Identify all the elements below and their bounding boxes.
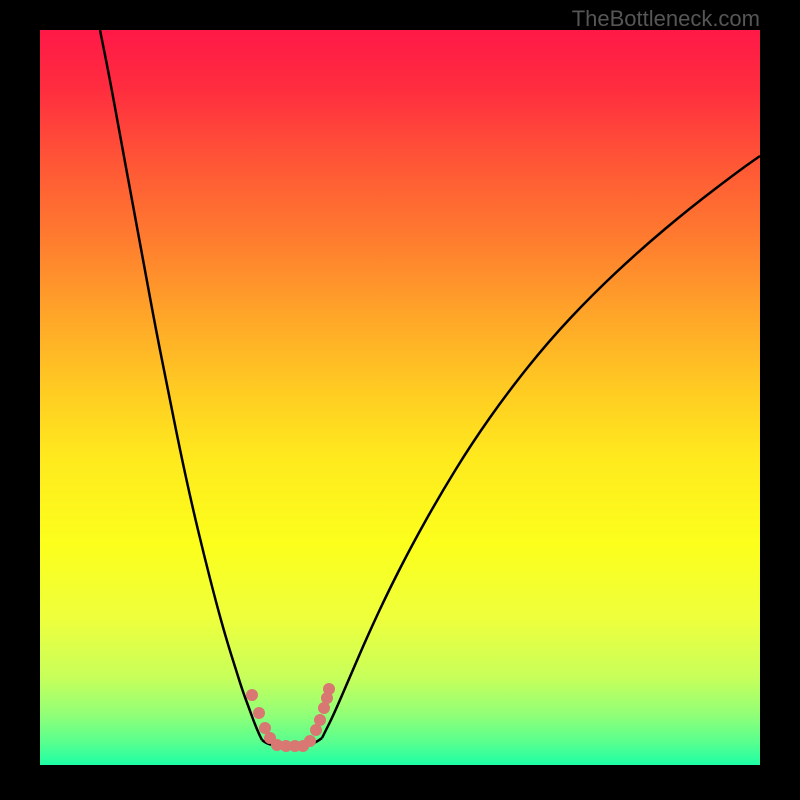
- left-curve: [100, 30, 262, 740]
- data-marker: [304, 735, 316, 747]
- watermark-text: TheBottleneck.com: [572, 6, 760, 32]
- plot-area: [40, 30, 760, 765]
- data-marker: [253, 707, 265, 719]
- curve-layer: [40, 30, 760, 765]
- data-marker: [246, 689, 258, 701]
- data-marker: [314, 714, 326, 726]
- data-marker: [323, 683, 335, 695]
- right-curve: [322, 156, 760, 738]
- canvas-root: TheBottleneck.com: [0, 0, 800, 800]
